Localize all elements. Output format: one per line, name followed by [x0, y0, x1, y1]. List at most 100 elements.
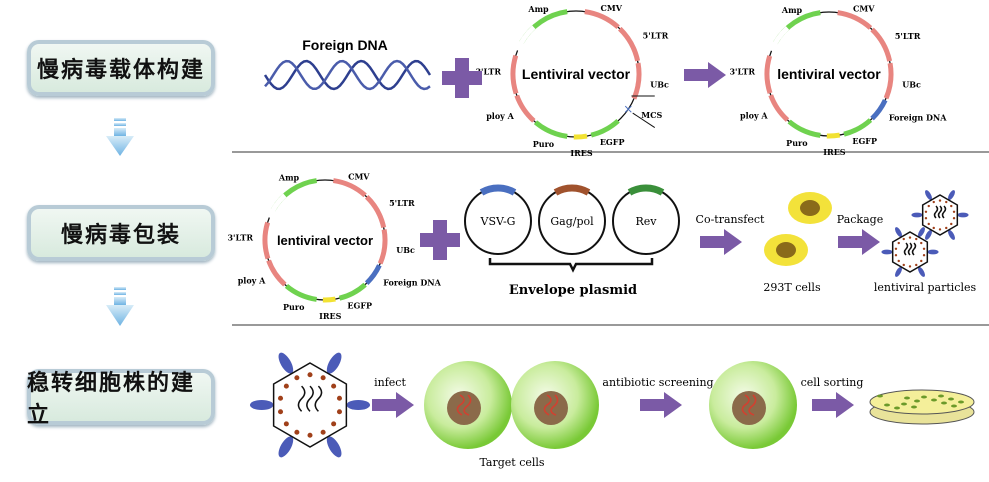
capsid-dot [924, 210, 928, 213]
capsid-dot [336, 395, 343, 401]
cell-nucleus [800, 200, 820, 216]
step-label: 稳转细胞株的建立 [27, 371, 196, 428]
plus-icon [442, 58, 482, 98]
capsid-dot [927, 204, 930, 208]
envelope-protein-icon [326, 436, 342, 458]
cell-colony [941, 401, 947, 405]
cmv-label: CMV [600, 3, 622, 13]
capsid-dot [945, 200, 948, 204]
capsid-dot [932, 226, 935, 230]
capsid-dot [915, 263, 918, 267]
capsid-dot [894, 247, 898, 250]
polya-label: ploy A [486, 111, 514, 121]
dna-icon [543, 394, 559, 416]
step-label: 慢病毒载体构建 [36, 58, 205, 83]
capsid-dot [320, 375, 326, 381]
lentiviral-particle [272, 362, 348, 448]
ires-label: IRES [319, 311, 341, 321]
dna-icon [741, 394, 757, 416]
envelope-protein-icon [278, 436, 294, 458]
envelope-protein-icon [957, 212, 969, 218]
envelope-protein-icon [948, 190, 955, 201]
capsid-dot [902, 237, 905, 241]
ubc-label: UBc [396, 245, 415, 255]
envelope-protein-icon [895, 227, 902, 238]
cotransfect-label: Co-transfect [696, 213, 765, 226]
egfp-segment [338, 282, 367, 301]
dna-strand [264, 59, 431, 91]
right-arrow-icon [700, 229, 742, 255]
envelope-protein-icon [948, 229, 955, 240]
puro-segment [787, 119, 821, 138]
cell-nucleus [447, 391, 481, 425]
envelope-protein-icon [918, 227, 925, 238]
right-arrow-icon [640, 392, 682, 418]
capsid-dot [938, 199, 942, 202]
foreign-dna-segment [364, 264, 382, 285]
right-arrow-icon [812, 392, 854, 418]
egfp-label: EGFP [347, 300, 372, 310]
ires-segment [573, 133, 588, 140]
lentiviral-vector-plasmid: Amp CMV 5'LTR UBc EGFP IRES Puro ploy A 3'LTR For… [729, 4, 947, 157]
cell-colony [877, 394, 883, 398]
capsid-dot [307, 372, 313, 378]
ubc-segment [377, 229, 388, 265]
capsid-dot [897, 241, 900, 245]
ltr5-label: 5'LTR [895, 31, 921, 41]
capsid-dot [283, 421, 289, 427]
rna-icon [903, 242, 909, 256]
envelope-protein-icon [895, 266, 902, 277]
lentiviral-particles-label: lentiviral particles [874, 281, 977, 294]
capsid-dot [307, 432, 313, 438]
lentiviral-vector-plasmid: × Amp CMV 5'LTR UBc EGFP IRES Puro ploy A 3'LTR MC… [475, 3, 669, 158]
envelope-plasmid-gene [627, 184, 665, 196]
blank-segment [515, 25, 536, 52]
rna-icon [297, 385, 306, 412]
capsid-dot [277, 409, 284, 415]
cell-colony [951, 404, 957, 408]
dna-strand [263, 59, 432, 91]
lentiviral-vector-plasmid: Amp CMV 5'LTR UBc EGFP IRES Puro ploy A 3'LTR For… [227, 171, 441, 320]
cell-nucleus [534, 391, 568, 425]
step-virus-packaging: 慢病毒包装 [27, 205, 215, 261]
mcs-line [632, 112, 656, 128]
envelope-protein-icon [278, 352, 294, 374]
right-arrow-icon [372, 392, 414, 418]
envelope-protein-icon [925, 190, 932, 201]
foreign-dna-segment [870, 99, 888, 121]
ubc-label: UBc [902, 79, 921, 89]
rna-icon [907, 242, 913, 256]
ubc-segment [883, 62, 894, 100]
ires-segment [826, 132, 841, 139]
capsid-dot [920, 259, 923, 263]
foreign-dna-label: Foreign DNA [302, 37, 388, 53]
ires-label: IRES [823, 147, 845, 157]
envelope-protein-icon [326, 352, 342, 374]
capsid-dot [950, 204, 953, 208]
egfp-label: EGFP [852, 136, 877, 146]
capsid-dot [922, 254, 926, 257]
polya-segment [266, 259, 287, 287]
capsid-dot [924, 217, 928, 220]
mcs-label: MCS [641, 110, 662, 120]
dna-icon [456, 394, 472, 416]
cell-colony [884, 403, 890, 407]
ubc-label: UBc [650, 79, 669, 89]
lentiviral-particle [921, 194, 959, 236]
polya-segment [768, 94, 790, 122]
vector-title: Lentiviral vector [522, 66, 631, 82]
5ltr-segment [870, 27, 893, 62]
envelope-protein-icon [881, 249, 893, 255]
3ltr-segment [510, 54, 519, 95]
293t-cells-label: 293T cells [763, 281, 821, 294]
capsid-dot [922, 247, 926, 250]
ires-segment [322, 296, 336, 303]
envelope-plasmid-label: Rev [635, 215, 657, 228]
foreign-dna-label: Foreign DNA [383, 277, 441, 287]
3ltr-segment [262, 221, 271, 260]
envelope-plasmid-label: Gag/pol [550, 215, 594, 228]
step-vector-construction: 慢病毒载体构建 [27, 40, 215, 96]
amp-segment [270, 178, 318, 212]
capsid-dot [952, 210, 956, 213]
polya-label: ploy A [238, 275, 266, 285]
